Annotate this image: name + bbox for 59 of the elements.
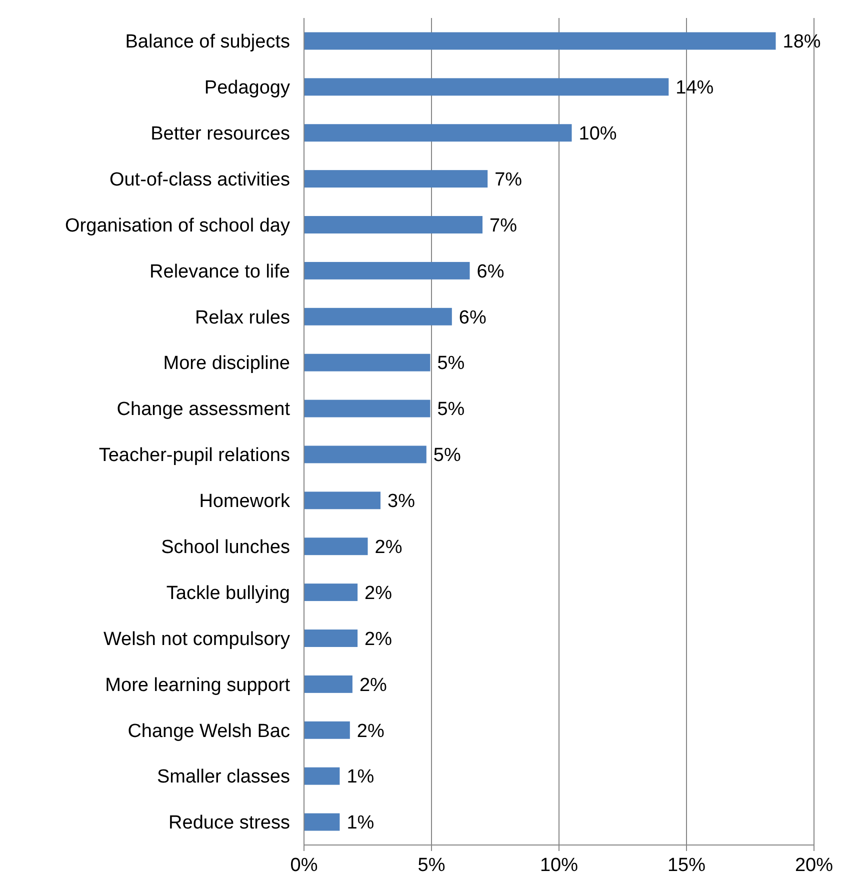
y-tick-label: Welsh not compulsory <box>103 628 290 650</box>
data-label: 7% <box>494 169 522 190</box>
bar <box>304 584 358 602</box>
data-label: 5% <box>437 353 465 374</box>
y-tick-label: School lunches <box>161 537 290 558</box>
data-label: 2% <box>364 582 392 604</box>
bar <box>304 400 430 418</box>
data-label: 14% <box>676 78 714 99</box>
bar <box>304 354 430 372</box>
bar <box>304 78 669 96</box>
y-tick-label: Change assessment <box>116 399 291 420</box>
bar <box>304 170 488 188</box>
y-tick-label: More learning support <box>105 674 291 696</box>
y-tick-label: Balance of subjects <box>125 32 290 53</box>
bar <box>304 767 340 785</box>
bar <box>304 492 380 510</box>
data-label: 5% <box>433 445 461 466</box>
bar <box>304 216 482 234</box>
data-label: 5% <box>437 399 465 420</box>
x-tick-label: 0% <box>290 855 318 876</box>
y-tick-label: Change Welsh Bac <box>128 720 290 742</box>
y-tick-label: More discipline <box>163 353 290 374</box>
data-label: 6% <box>476 261 504 282</box>
y-tick-label: Teacher-pupil relations <box>98 445 290 466</box>
y-tick-label: Organisation of school day <box>65 215 290 236</box>
x-tick-label: 20% <box>794 855 834 876</box>
data-label: 6% <box>458 307 486 328</box>
data-label: 10% <box>578 124 617 145</box>
y-tick-label: Homework <box>199 491 290 512</box>
x-tick-label: 10% <box>540 855 578 876</box>
y-tick-label: Out-of-class activities <box>109 169 290 190</box>
bar <box>304 262 470 280</box>
y-tick-label: Relevance to life <box>150 261 290 282</box>
data-label: 1% <box>346 812 374 834</box>
bar <box>304 446 426 464</box>
data-label: 2% <box>364 628 392 650</box>
bar <box>304 630 358 647</box>
data-label: 2% <box>359 674 388 696</box>
x-tick-label: 5% <box>418 855 446 876</box>
bar <box>304 721 350 739</box>
data-label: 1% <box>346 766 374 788</box>
y-tick-label: Relax rules <box>194 307 290 328</box>
y-tick-label: Smaller classes <box>156 766 290 788</box>
data-label: 18% <box>782 32 821 53</box>
y-tick-label: Reduce stress <box>168 812 290 834</box>
data-label: 2% <box>356 720 384 742</box>
y-tick-label: Tackle bullying <box>166 582 290 604</box>
x-tick-label: 15% <box>667 855 706 876</box>
data-label: 7% <box>490 215 518 236</box>
bar <box>304 538 368 556</box>
y-tick-label: Pedagogy <box>204 78 290 99</box>
data-label: 3% <box>388 491 416 512</box>
bar <box>304 308 452 326</box>
bar <box>304 675 352 693</box>
bar <box>304 32 776 50</box>
bar <box>304 124 572 142</box>
y-tick-label: Better resources <box>150 124 290 145</box>
data-label: 2% <box>374 537 402 558</box>
bar <box>304 813 340 831</box>
